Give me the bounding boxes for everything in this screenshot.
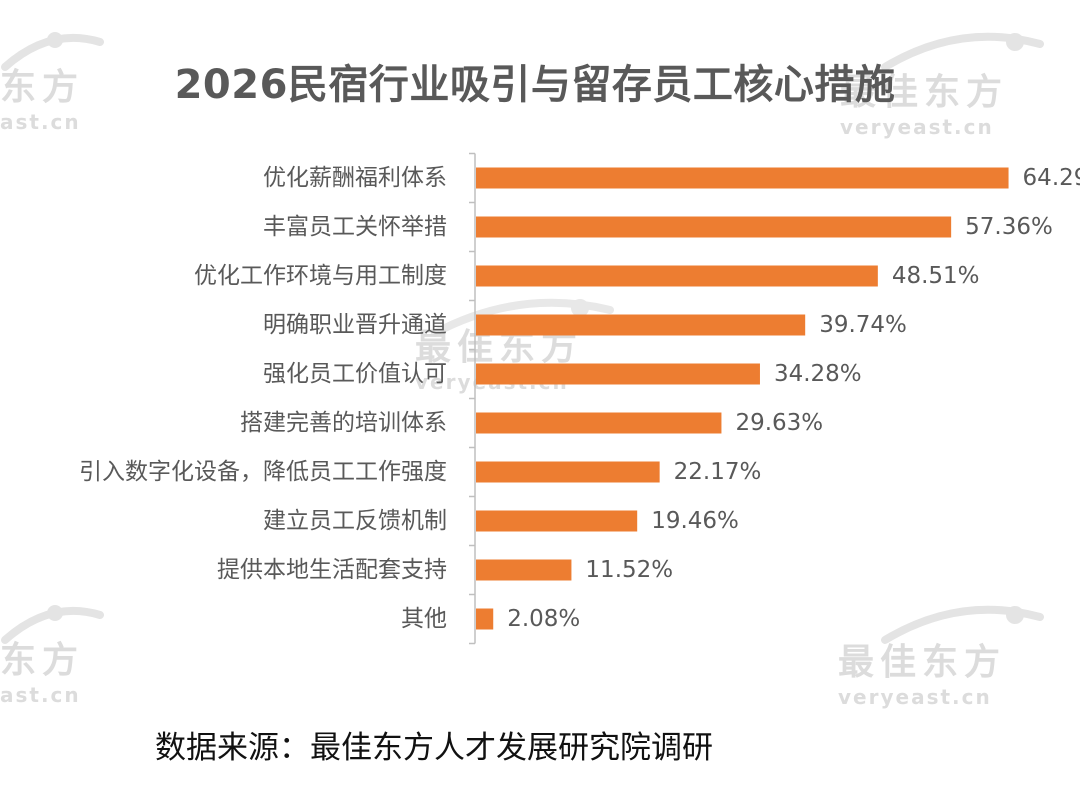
value-label: 48.51% xyxy=(892,263,980,289)
value-label: 22.17% xyxy=(674,459,762,485)
bar xyxy=(476,363,760,385)
value-label: 29.63% xyxy=(735,410,823,436)
category-label: 明确职业晋升通道 xyxy=(263,312,447,338)
bar xyxy=(476,412,722,434)
value-label: 64.29% xyxy=(1023,165,1080,191)
bar xyxy=(476,265,878,287)
category-label: 搭建完善的培训体系 xyxy=(240,410,447,436)
source-note: 数据来源：最佳东方人才发展研究院调研 xyxy=(155,730,713,766)
bar xyxy=(476,461,660,483)
value-label: 39.74% xyxy=(819,312,907,338)
bar xyxy=(476,559,572,581)
value-label: 2.08% xyxy=(507,606,580,632)
value-label: 11.52% xyxy=(585,557,673,583)
category-label: 丰富员工关怀举措 xyxy=(263,214,447,240)
category-label: 优化薪酬福利体系 xyxy=(263,165,447,191)
category-label: 强化员工价值认可 xyxy=(263,361,447,387)
category-label: 其他 xyxy=(401,606,447,632)
category-label: 优化工作环境与用工制度 xyxy=(194,263,447,289)
category-label: 建立员工反馈机制 xyxy=(263,508,447,534)
bar xyxy=(476,314,806,336)
bar xyxy=(476,608,494,630)
chart-title: 2026民宿行业吸引与留存员工核心措施 xyxy=(174,62,896,108)
bar xyxy=(476,167,1009,189)
value-label: 19.46% xyxy=(651,508,739,534)
value-label: 34.28% xyxy=(774,361,862,387)
bar xyxy=(476,510,638,532)
category-label: 引入数字化设备，降低员工工作强度 xyxy=(79,459,447,485)
category-label: 提供本地生活配套支持 xyxy=(217,557,447,583)
value-label: 57.36% xyxy=(965,214,1053,240)
bar xyxy=(476,216,952,238)
